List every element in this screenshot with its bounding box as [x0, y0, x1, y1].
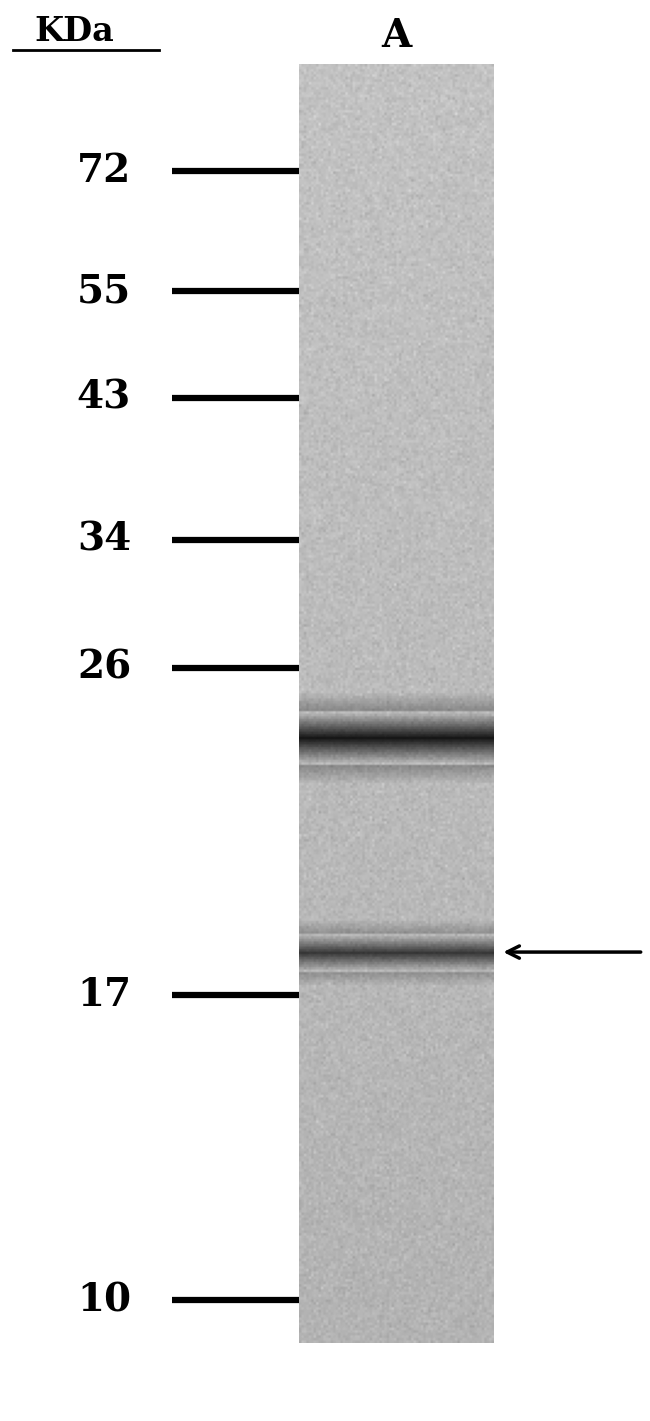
Text: 17: 17: [77, 976, 131, 1013]
Text: 26: 26: [77, 649, 131, 686]
Text: 10: 10: [77, 1282, 131, 1319]
Text: A: A: [382, 17, 411, 54]
Text: 34: 34: [77, 522, 131, 558]
Text: 72: 72: [77, 152, 131, 189]
Text: 55: 55: [77, 273, 131, 310]
Text: KDa: KDa: [35, 14, 114, 48]
Text: 43: 43: [77, 379, 131, 416]
